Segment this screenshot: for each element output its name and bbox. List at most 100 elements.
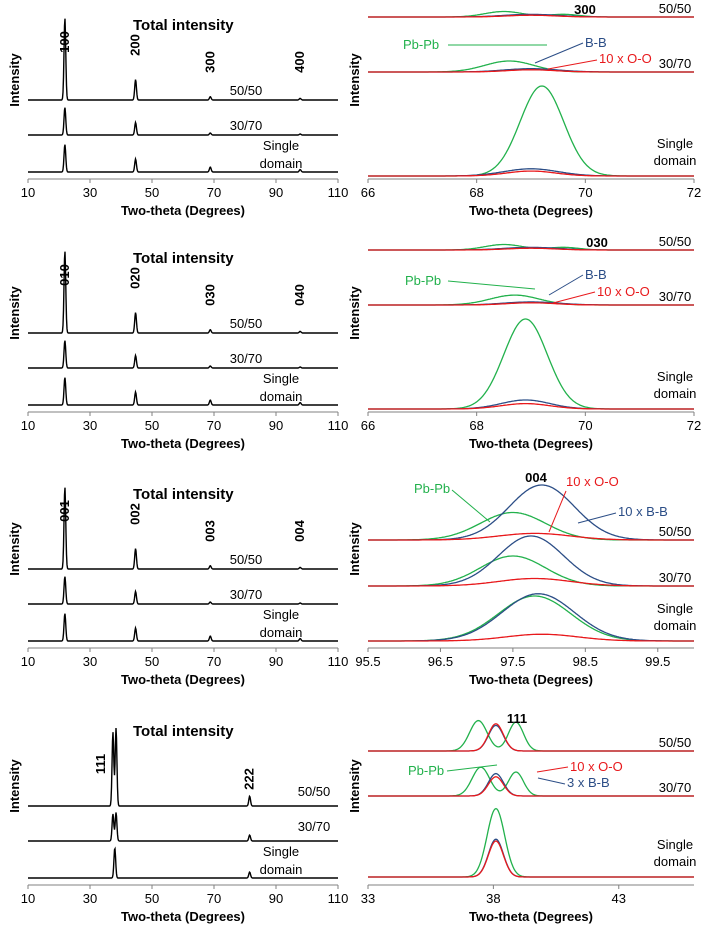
peak-label: 100 — [57, 31, 72, 53]
annotation-label: 3 x B-B — [567, 775, 610, 790]
x-tick-label: 110 — [328, 654, 349, 669]
x-tick-label: 97.5 — [500, 654, 525, 669]
trace-line — [28, 576, 338, 605]
trace-label: domain — [260, 389, 303, 404]
x-tick-label: 68 — [469, 185, 483, 200]
trace-line — [28, 377, 338, 406]
x-tick-label: 72 — [687, 418, 701, 433]
x-tick-label: 68 — [469, 418, 483, 433]
peak-label: 111 — [93, 754, 108, 774]
trace-label: 50/50 — [298, 784, 331, 799]
zoom-panel: 33 38 43 Two-theta (Degrees) Intensity 50/50 3… — [347, 711, 696, 924]
x-tick-label: 38 — [486, 891, 500, 906]
peak-label: 300 — [202, 51, 217, 73]
annotation-leader — [552, 291, 596, 304]
y-axis-label: Intensity — [347, 759, 362, 813]
annotation-label: 10 x O-O — [597, 284, 650, 299]
series-line-o-o — [368, 302, 694, 306]
x-axis-label: Two-theta (Degrees) — [121, 909, 245, 924]
x-tick-label: 10 — [21, 891, 35, 906]
x-tick-label: 43 — [612, 891, 626, 906]
y-axis-label: Intensity — [347, 53, 362, 107]
annotation-label: 10 x O-O — [570, 759, 623, 774]
x-tick-label: 110 — [328, 418, 349, 433]
zoom-panel: 95.5 96.5 97.5 98.5 99.5 Two-theta (Degrees) I… — [347, 470, 696, 687]
x-tick-label: 30 — [83, 185, 97, 200]
series-line-o-o — [368, 633, 694, 642]
trace-line — [28, 340, 338, 369]
trace-line — [28, 107, 338, 136]
peak-label: 030 — [586, 235, 608, 250]
x-axis-label: Two-theta (Degrees) — [469, 672, 593, 687]
x-tick-label: 90 — [269, 891, 283, 906]
trace-label: 50/50 — [659, 524, 692, 539]
x-axis-label: Two-theta (Degrees) — [121, 672, 245, 687]
x-tick-label: 90 — [269, 418, 283, 433]
annotation-label: 10 x O-O — [599, 51, 652, 66]
trace-line — [28, 727, 338, 807]
annotation-leader — [577, 512, 617, 524]
annotation-leader — [547, 59, 598, 70]
trace-line — [28, 846, 338, 879]
series-line-o-o — [368, 170, 694, 177]
x-tick-label: 70 — [578, 185, 592, 200]
peak-label: 002 — [128, 503, 143, 525]
trace-label: domain — [260, 156, 303, 171]
x-axis-label: Two-theta (Degrees) — [121, 203, 245, 218]
x-tick-label: 110 — [328, 891, 349, 906]
trace-label: 30/70 — [230, 351, 263, 366]
x-tick-label: 70 — [207, 185, 221, 200]
series-line-o-o — [368, 776, 694, 797]
x-tick-label: 98.5 — [573, 654, 598, 669]
y-axis-label: Intensity — [7, 53, 22, 107]
trace-label: domain — [654, 618, 697, 633]
peak-label: 004 — [525, 470, 547, 485]
total-intensity-panel: 10 30 50 70 90 110 Two-theta (Degrees) Intensit… — [7, 486, 348, 687]
peak-label: 003 — [202, 520, 217, 542]
trace-line — [28, 18, 338, 101]
panel-title: Total intensity — [133, 250, 234, 267]
trace-label: 30/70 — [298, 819, 331, 834]
series-line-o-o — [368, 402, 694, 410]
x-axis-label: Two-theta (Degrees) — [469, 203, 593, 218]
x-tick-label: 72 — [687, 185, 701, 200]
peak-label: 020 — [128, 267, 143, 289]
trace-label: 50/50 — [659, 234, 692, 249]
annotation-label: B-B — [585, 35, 607, 50]
series-line-o-o — [368, 247, 694, 251]
panel-title: Total intensity — [133, 486, 234, 503]
total-intensity-panel: 10 30 50 70 90 110 Two-theta (Degrees) Intensit… — [7, 250, 348, 451]
x-tick-label: 10 — [21, 418, 35, 433]
x-axis-label: Two-theta (Degrees) — [469, 436, 593, 451]
series-line-o-o — [368, 577, 694, 587]
annotation-leader — [451, 489, 491, 523]
peak-label: 400 — [292, 51, 307, 73]
total-intensity-panel: 10 30 50 70 90 110 Two-theta (Degrees) Intensit… — [7, 723, 348, 924]
series-line-b-b — [368, 399, 694, 410]
zoom-panel: 66 68 70 72 Two-theta (Degrees) Intensity 50/5… — [347, 1, 701, 218]
total-intensity-panel: 10 30 50 70 90 110 Two-theta (Degrees) Intensit… — [7, 17, 348, 218]
trace-label: 30/70 — [659, 289, 692, 304]
peak-label: 030 — [202, 284, 217, 306]
series-line-pb-pb — [368, 318, 694, 410]
peak-label: 004 — [292, 519, 307, 541]
series-line-b-b — [368, 838, 694, 878]
annotation-leader — [537, 777, 566, 785]
trace-label: Single — [263, 371, 299, 386]
x-tick-label: 10 — [21, 185, 35, 200]
trace-label: Single — [657, 369, 693, 384]
annotation-label: 10 x B-B — [618, 504, 668, 519]
x-tick-label: 50 — [145, 418, 159, 433]
annotation-label: 10 x O-O — [566, 474, 619, 489]
series-line-o-o — [368, 532, 694, 541]
y-axis-label: Intensity — [347, 286, 362, 340]
annotation-label: Pb-Pb — [414, 481, 450, 496]
x-tick-label: 95.5 — [355, 654, 380, 669]
trace-line — [28, 251, 338, 334]
x-tick-label: 70 — [207, 654, 221, 669]
trace-label: 50/50 — [659, 735, 692, 750]
x-tick-label: 70 — [578, 418, 592, 433]
trace-label: Single — [657, 837, 693, 852]
annotation-leader — [534, 42, 584, 64]
trace-label: Single — [657, 136, 693, 151]
